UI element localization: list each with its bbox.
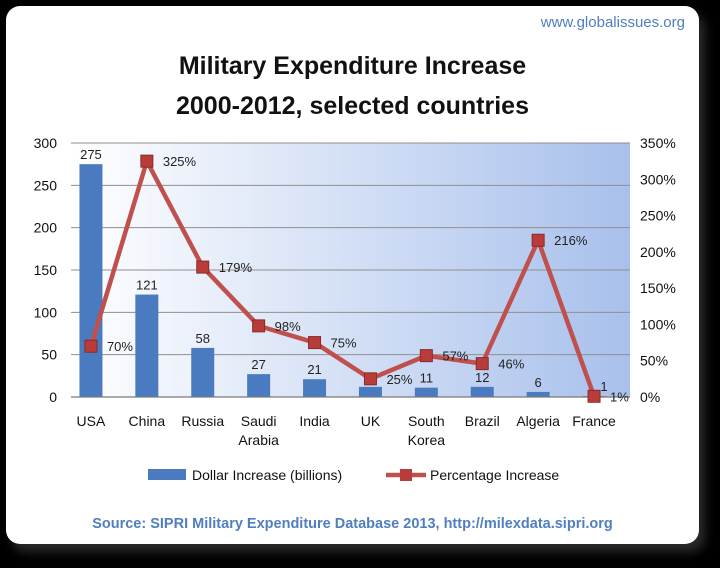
percentage-line	[88, 158, 597, 398]
site-url[interactable]: www.globalissues.org	[540, 14, 685, 31]
line-value-label: 1%	[610, 389, 629, 404]
x-category-label: South	[408, 413, 445, 429]
source-note: Source: SIPRI Military Expenditure Datab…	[92, 516, 613, 532]
x-category-label: Saudi	[241, 413, 277, 429]
y-left-tick-label: 50	[41, 347, 57, 363]
y-left-tick-label: 100	[34, 304, 58, 320]
line-value-label: 70%	[107, 339, 133, 354]
y-right-tick-label: 50%	[640, 353, 668, 369]
x-category-label: Korea	[408, 432, 446, 448]
line-marker	[196, 260, 210, 274]
chart-title-line1: Military Expenditure Increase	[178, 52, 527, 80]
bar	[247, 374, 271, 397]
bar	[414, 387, 438, 397]
line-marker	[475, 357, 489, 371]
legend-bar-label: Dollar Increase (billions)	[192, 467, 342, 483]
bar-value-label: 6	[535, 375, 542, 390]
y-right-tick-label: 100%	[640, 316, 676, 332]
bar-value-label: 58	[196, 331, 210, 346]
x-category-label: India	[299, 413, 330, 429]
y-right-tick-label: 250%	[640, 208, 676, 224]
x-category-label: Algeria	[516, 413, 560, 429]
x-category-label: Russia	[181, 413, 224, 429]
line-marker	[140, 154, 154, 168]
chart-title-line2: 2000-2012, selected countries	[176, 92, 529, 120]
chart-card: www.globalissues.org Military Expenditur…	[6, 6, 699, 544]
bar	[303, 379, 327, 397]
line-marker	[531, 233, 545, 247]
line-value-label: 57%	[442, 349, 468, 364]
bar	[135, 294, 159, 397]
y-right-tick-label: 300%	[640, 171, 676, 187]
legend-line-label: Percentage Increase	[430, 467, 559, 483]
line-value-label: 75%	[331, 336, 357, 351]
x-category-label: Brazil	[465, 413, 500, 429]
bar-value-label: 11	[420, 371, 434, 386]
legend-bar-swatch	[148, 469, 186, 480]
x-category-label: Arabia	[238, 432, 279, 448]
line-value-label: 46%	[498, 357, 524, 372]
bar-value-label: 1	[600, 379, 607, 394]
y-left-tick-label: 0	[49, 389, 57, 405]
line-marker	[84, 339, 98, 353]
line-value-label: 325%	[163, 154, 197, 169]
bar-value-label: 27	[251, 357, 265, 372]
line-value-label: 216%	[554, 233, 588, 248]
bar	[526, 391, 550, 397]
y-left-tick-label: 300	[34, 135, 58, 151]
line-marker	[363, 372, 377, 386]
bar-value-label: 12	[475, 370, 489, 385]
line-marker	[419, 349, 433, 363]
y-left-tick-label: 200	[34, 220, 58, 236]
bar	[79, 164, 103, 397]
y-right-tick-label: 0%	[640, 389, 660, 405]
line-value-label: 179%	[219, 260, 253, 275]
line-marker	[587, 389, 601, 403]
x-category-label: France	[572, 413, 616, 429]
y-right-tick-label: 150%	[640, 280, 676, 296]
x-category-label: UK	[361, 413, 381, 429]
bar	[191, 347, 215, 397]
x-category-label: USA	[77, 413, 106, 429]
bar	[358, 386, 382, 397]
line-value-label: 98%	[275, 319, 301, 334]
line-marker	[308, 336, 322, 350]
legend-line-marker	[400, 469, 412, 481]
y-left-tick-label: 150	[34, 262, 58, 278]
y-right-tick-label: 350%	[640, 135, 676, 151]
x-category-label: China	[129, 413, 166, 429]
bar-value-label: 121	[136, 278, 158, 293]
bar-value-label: 275	[80, 147, 102, 162]
bar	[470, 386, 494, 397]
line-value-label: 25%	[386, 372, 412, 387]
y-left-tick-label: 250	[34, 177, 58, 193]
y-right-tick-label: 200%	[640, 244, 676, 260]
chart-svg: 0 50 100 150 200 250 300 0% 50% 100% 150% 200% 250% 3…	[34, 135, 676, 483]
bar-value-label: 21	[307, 362, 321, 377]
line-marker	[252, 319, 266, 333]
